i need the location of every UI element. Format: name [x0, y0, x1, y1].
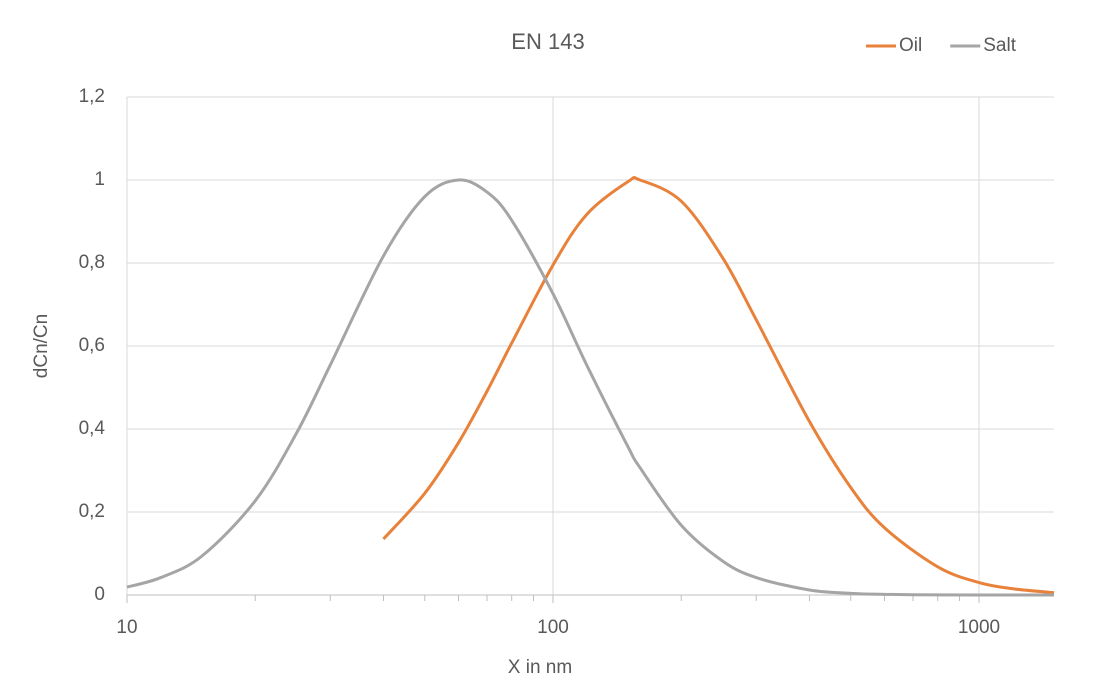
y-tick-label: 0,8 [79, 252, 105, 273]
y-tick-label: 1,2 [79, 86, 105, 107]
y-tick-label: 0,4 [79, 418, 106, 439]
y-tick-label: 0 [94, 584, 105, 605]
chart-title: EN 143 [511, 29, 584, 54]
x-axis-label: X in nm [508, 657, 572, 678]
series-line [126, 178, 1055, 597]
legend-label: Salt [983, 35, 1016, 56]
y-axis-label: dCn/Cn [31, 314, 52, 378]
x-tick-label: 100 [537, 617, 569, 638]
x-tick-label: 10 [116, 617, 137, 638]
x-tick-label: 1000 [958, 617, 1000, 638]
y-tick-label: 0,6 [79, 335, 105, 356]
legend-label: Oil [899, 35, 922, 56]
y-tick-label: 1 [94, 169, 105, 190]
series-line [382, 175, 1055, 595]
y-tick-label: 0,2 [79, 501, 105, 522]
